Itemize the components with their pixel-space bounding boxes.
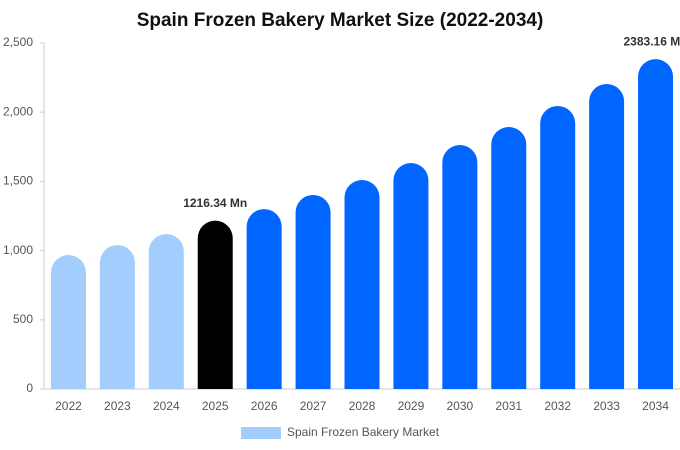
x-tick-label: 2023 bbox=[104, 399, 131, 413]
x-tick-label: 2030 bbox=[446, 399, 473, 413]
bar bbox=[295, 194, 331, 389]
legend-swatch bbox=[241, 427, 281, 439]
bar bbox=[393, 162, 429, 389]
x-tick-label: 2033 bbox=[593, 399, 620, 413]
bar bbox=[246, 209, 282, 389]
bar bbox=[197, 220, 233, 389]
bar bbox=[589, 83, 625, 389]
legend-label: Spain Frozen Bakery Market bbox=[287, 425, 440, 439]
x-tick-label: 2029 bbox=[398, 399, 425, 413]
bar bbox=[540, 105, 576, 390]
value-label: 1216.34 Mn bbox=[183, 196, 247, 210]
bar bbox=[99, 245, 135, 389]
bar bbox=[442, 145, 478, 389]
x-tick-label: 2034 bbox=[642, 399, 669, 413]
x-tick-label: 2022 bbox=[55, 399, 82, 413]
y-tick-label: 0 bbox=[26, 381, 33, 395]
bar bbox=[491, 127, 527, 390]
y-tick-label: 2,500 bbox=[3, 35, 33, 49]
bar bbox=[344, 180, 380, 389]
y-tick-label: 500 bbox=[13, 312, 33, 326]
x-tick-label: 2025 bbox=[202, 399, 229, 413]
y-tick-label: 1,500 bbox=[3, 174, 33, 188]
x-tick-label: 2024 bbox=[153, 399, 180, 413]
bar bbox=[148, 233, 184, 389]
value-label: 2383.16 Mn bbox=[624, 34, 680, 48]
x-tick-label: 2032 bbox=[544, 399, 571, 413]
y-tick-label: 2,000 bbox=[3, 104, 33, 118]
x-tick-label: 2027 bbox=[300, 399, 327, 413]
bar bbox=[50, 255, 86, 389]
x-tick-label: 2028 bbox=[349, 399, 376, 413]
chart-title: Spain Frozen Bakery Market Size (2022-20… bbox=[137, 10, 544, 31]
bar bbox=[638, 59, 674, 389]
x-tick-label: 2031 bbox=[495, 399, 522, 413]
x-tick-label: 2026 bbox=[251, 399, 278, 413]
y-tick-label: 1,000 bbox=[3, 243, 33, 257]
